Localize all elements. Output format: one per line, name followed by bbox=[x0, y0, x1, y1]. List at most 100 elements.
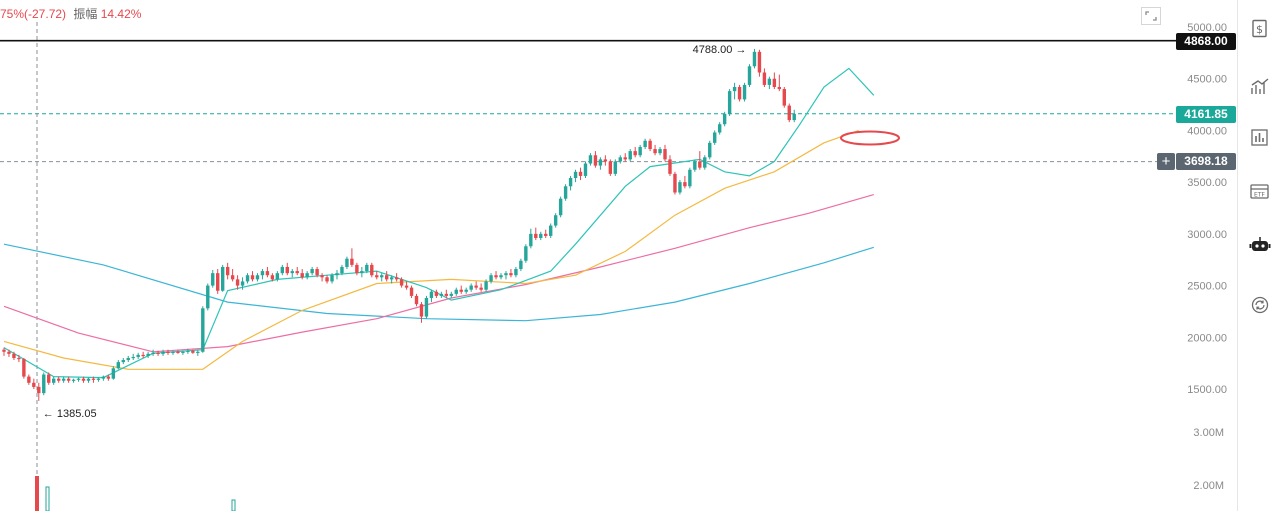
candle bbox=[235, 275, 240, 290]
candle bbox=[171, 350, 175, 355]
refresh-icon[interactable] bbox=[1238, 288, 1280, 322]
dollar-icon[interactable]: $ bbox=[1238, 12, 1280, 46]
candle bbox=[146, 351, 150, 358]
candle bbox=[265, 266, 270, 278]
candle bbox=[434, 289, 439, 298]
high-label: 4788.00 → bbox=[693, 44, 747, 56]
price-tick-label: 1500.00 bbox=[1187, 384, 1227, 396]
candle bbox=[603, 155, 608, 166]
volume-tick-label: 2.00M bbox=[1193, 480, 1224, 492]
candle bbox=[737, 84, 742, 102]
candle bbox=[633, 146, 637, 158]
candle bbox=[2, 347, 6, 356]
candle bbox=[126, 355, 130, 363]
candle bbox=[618, 155, 622, 164]
candle bbox=[350, 248, 354, 267]
candle bbox=[469, 283, 473, 292]
candle bbox=[777, 74, 782, 92]
candle bbox=[613, 159, 618, 176]
candle bbox=[439, 291, 444, 298]
candle bbox=[17, 354, 21, 363]
candle bbox=[106, 374, 111, 381]
candle bbox=[643, 138, 647, 150]
highlight-ellipse bbox=[840, 130, 900, 146]
candle bbox=[325, 275, 329, 284]
candle bbox=[310, 266, 314, 276]
candle bbox=[141, 351, 145, 358]
candle bbox=[12, 351, 16, 361]
candle bbox=[315, 266, 319, 278]
ma-long-line bbox=[3, 194, 874, 353]
candle bbox=[459, 285, 463, 294]
candle bbox=[404, 281, 409, 290]
candle bbox=[121, 357, 125, 365]
compare-icon[interactable] bbox=[1238, 121, 1280, 155]
robot-icon[interactable] bbox=[1238, 228, 1280, 262]
candle bbox=[534, 227, 538, 241]
candle bbox=[389, 275, 394, 284]
price-tick-label: 3500.00 bbox=[1187, 177, 1227, 189]
candle bbox=[563, 184, 568, 201]
candle bbox=[653, 144, 657, 156]
candle bbox=[658, 146, 662, 156]
candle bbox=[409, 285, 414, 298]
candle bbox=[568, 175, 573, 191]
candle bbox=[345, 256, 349, 270]
candle bbox=[76, 377, 81, 382]
candle bbox=[42, 372, 46, 396]
candle bbox=[196, 349, 200, 356]
candle bbox=[225, 262, 230, 280]
candle bbox=[558, 196, 563, 218]
price-tick-label: 4500.00 bbox=[1187, 74, 1227, 86]
candle bbox=[519, 258, 523, 272]
candle bbox=[464, 287, 468, 294]
candle bbox=[792, 109, 796, 123]
candle bbox=[524, 244, 528, 263]
candle bbox=[573, 169, 578, 183]
candle bbox=[86, 377, 91, 383]
candle bbox=[782, 86, 786, 108]
candle bbox=[216, 269, 220, 294]
candle bbox=[742, 82, 747, 102]
candle bbox=[250, 271, 255, 282]
candle bbox=[449, 291, 453, 298]
candle bbox=[255, 273, 260, 282]
low-label: ← 1385.05 bbox=[43, 408, 97, 420]
candle bbox=[509, 269, 513, 278]
candle bbox=[27, 374, 31, 385]
candle bbox=[280, 264, 285, 276]
candle bbox=[320, 273, 324, 282]
expand-icon[interactable] bbox=[1141, 7, 1161, 25]
price-tick-label: 2000.00 bbox=[1187, 332, 1227, 344]
candlestick-chart[interactable]: 4788.00 → ← 1385.05 5000.00 4500.00 4000.00 3… bbox=[0, 0, 1237, 511]
candle bbox=[330, 273, 334, 284]
candle bbox=[375, 271, 379, 280]
candle bbox=[414, 293, 419, 307]
price-tick-label: 3000.00 bbox=[1187, 229, 1227, 241]
candle bbox=[668, 155, 672, 176]
candle bbox=[772, 72, 777, 90]
candle bbox=[365, 262, 369, 274]
ma-longest-line bbox=[3, 243, 874, 322]
price-tick-label: 4000.00 bbox=[1187, 125, 1227, 137]
candle bbox=[275, 271, 280, 282]
candle bbox=[206, 283, 210, 311]
candle bbox=[454, 287, 458, 296]
candle bbox=[727, 89, 732, 116]
candle bbox=[474, 281, 478, 290]
candle bbox=[52, 376, 56, 385]
candle bbox=[394, 273, 399, 282]
etf-icon[interactable]: ETF bbox=[1238, 175, 1280, 209]
candle bbox=[494, 271, 498, 280]
indicators-icon[interactable] bbox=[1238, 70, 1280, 104]
add-alert-button[interactable]: + bbox=[1157, 153, 1175, 170]
candle bbox=[593, 151, 598, 168]
price-tick-label: 5000.00 bbox=[1187, 22, 1227, 34]
candle bbox=[290, 269, 294, 278]
candle bbox=[717, 122, 722, 135]
candle bbox=[295, 266, 299, 276]
candle bbox=[578, 167, 583, 181]
crosshair-price-tag: 3698.18 bbox=[1176, 153, 1236, 170]
candle bbox=[762, 68, 767, 87]
candle bbox=[598, 157, 603, 170]
